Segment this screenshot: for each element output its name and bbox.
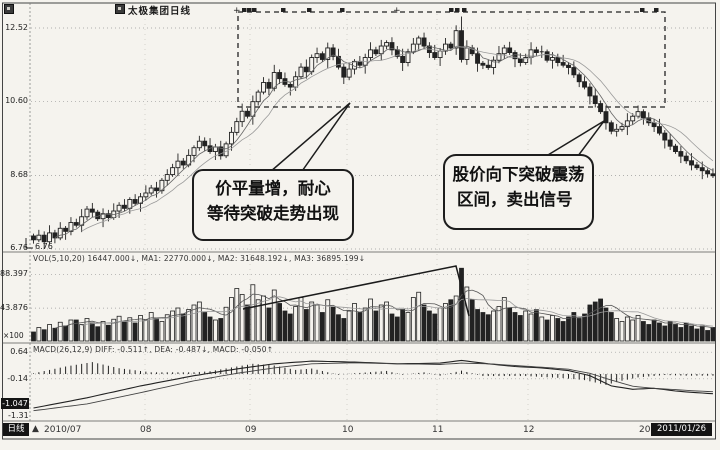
- triangle-marker: ▲: [32, 424, 39, 434]
- price-tag-pointer: [25, 238, 33, 249]
- box-top-plus-marker: +: [233, 6, 241, 16]
- box-top-marker: [462, 8, 467, 12]
- macd-header: MACD(26,12,9) DIFF: -0.511↑, DEA: -0.487…: [33, 345, 274, 354]
- box-top-marker: [242, 8, 247, 12]
- gridlines: [31, 14, 715, 420]
- xlabel-10: 10: [342, 425, 354, 435]
- box-top-plus-marker: +: [393, 6, 401, 16]
- volume-header: VOL(5,10,20) 16447.000↓, MA1: 22770.000↓…: [33, 254, 366, 263]
- box-top-marker: [307, 8, 312, 12]
- bubble2-line2: 区间，卖出信号: [457, 190, 573, 209]
- price-ma-lines: [54, 45, 714, 238]
- box-top-marker: [281, 8, 286, 12]
- xlabel-pre: 20: [639, 425, 651, 435]
- volume-ylabel-1: 88.397: [0, 269, 28, 278]
- price-low-tag: 6.76: [35, 242, 53, 251]
- price-ylabel-1: 12.52: [5, 23, 28, 32]
- macd-ylabel-top: 0.64: [10, 347, 28, 356]
- stock-icon: [115, 4, 125, 14]
- window-icon: [4, 4, 14, 14]
- price-ylabel-2: 10.60: [5, 96, 28, 105]
- annotation-bubble-sell-signal: 股价向下突破震荡 区间，卖出信号: [443, 154, 594, 230]
- chart-frame: [2, 2, 716, 440]
- consolidation-dashed-box: [237, 11, 666, 108]
- volume-unit: ×100: [3, 331, 24, 340]
- volume-trendline: [242, 265, 470, 317]
- bubble1-line1: 价平量增，耐心: [215, 179, 331, 198]
- box-top-marker: [455, 8, 460, 12]
- macd-ylabel-mid: -0.14: [7, 374, 28, 383]
- xlabel-08: 08: [140, 425, 152, 435]
- macd-min-value-box: -1.047: [1, 398, 29, 409]
- box-top-marker: [654, 8, 659, 12]
- annotation-bubble-wait-breakout: 价平量增，耐心 等待突破走势出现: [192, 169, 354, 241]
- candlestick-series: [31, 16, 716, 249]
- box-top-marker: [449, 8, 454, 12]
- box-top-marker: [252, 8, 257, 12]
- box-top-marker: [247, 8, 252, 12]
- volume-ylabel-2: 43.876: [0, 303, 28, 312]
- macd-pane-series: [33, 359, 714, 412]
- bubble1-line2: 等待突破走势出现: [207, 204, 339, 223]
- price-ylabel-4: 6.76: [10, 243, 28, 252]
- bubble2-line1: 股价向下突破震荡: [452, 165, 585, 184]
- xlabel-11: 11: [432, 425, 444, 435]
- price-ylabel-3: 8.68: [10, 170, 28, 179]
- bubble1-tail: [268, 102, 351, 175]
- period-tag: 日线: [3, 423, 29, 436]
- volume-ma-lines: [54, 289, 714, 329]
- macd-ylabel-bottom: -1.31: [8, 411, 29, 420]
- current-date-box: 2011/01/26: [651, 423, 712, 436]
- page-title: 太极集团日线: [128, 6, 192, 17]
- volume-bars: [31, 267, 716, 342]
- xlabel-2010-07: 2010/07: [44, 425, 82, 435]
- box-top-marker: [340, 8, 345, 12]
- xlabel-12: 12: [523, 425, 535, 435]
- box-top-marker: [640, 8, 645, 12]
- xlabel-09: 09: [245, 425, 257, 435]
